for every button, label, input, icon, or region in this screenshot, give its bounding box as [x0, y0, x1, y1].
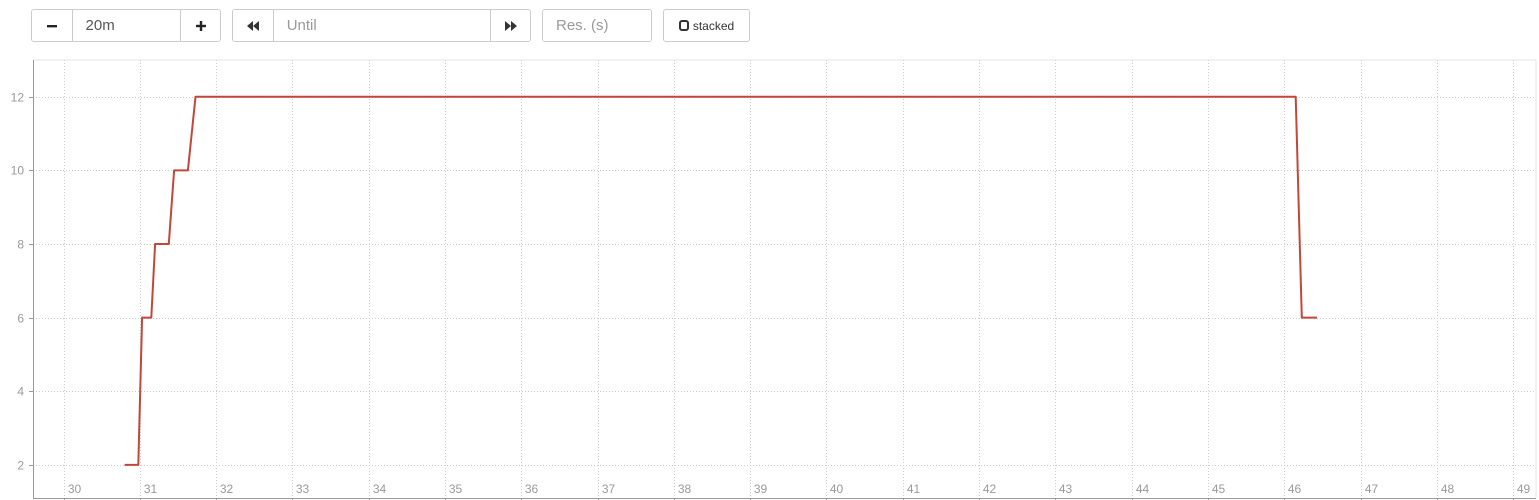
x-tick-label: 34: [373, 482, 387, 496]
x-tick-label: 47: [1365, 482, 1379, 496]
graph-area: 30 31 32 33 34 35 36 37 38 39 40 41 42 43 44 45 46 47 48 49…: [0, 55, 1539, 500]
y-tick-label: 4: [17, 385, 24, 399]
decrease-range-button[interactable]: [32, 10, 72, 41]
increase-range-button[interactable]: [180, 10, 220, 41]
x-tick-label: 45: [1212, 482, 1226, 496]
checkbox-icon: [678, 20, 689, 31]
x-tick-label: 43: [1059, 482, 1073, 496]
stacked-label: stacked: [692, 18, 735, 33]
x-tick-label: 48: [1441, 482, 1455, 496]
series-group: [124, 95, 1317, 466]
horizontal-gridlines: [33, 97, 1536, 466]
y-tick-label: 8: [17, 238, 24, 252]
line-chart: 30 31 32 33 34 35 36 37 38 39 40 41 42 43 44 45 46 47 48 49…: [11, 59, 1537, 500]
range-input[interactable]: 20m: [71, 10, 181, 41]
vertical-gridlines: [64, 60, 1514, 498]
x-tick-label: 39: [754, 482, 768, 496]
y-axis-ticks: 2 4 6 8 10 12: [11, 91, 33, 473]
stacked-control: stacked: [663, 9, 750, 42]
range-control: 20m: [31, 9, 221, 42]
time-back-button[interactable]: [233, 10, 273, 41]
fast-forward-icon: [504, 20, 517, 31]
x-tick-label: 37: [602, 482, 616, 496]
x-axis-ticks: 30 31 32 33 34 35 36 37 38 39 40 41 42 43 44 45 46 47 48 49: [64, 482, 1531, 500]
until-input[interactable]: Until: [272, 10, 491, 41]
axes: [33, 59, 1537, 499]
x-tick-label: 32: [220, 482, 234, 496]
stacked-toggle-button[interactable]: stacked: [664, 10, 749, 41]
x-tick-label: 33: [296, 482, 310, 496]
until-control: Until: [232, 9, 531, 42]
y-tick-label: 2: [17, 459, 24, 473]
x-tick-label: 30: [68, 482, 82, 496]
x-tick-label: 44: [1136, 482, 1150, 496]
x-tick-label: 40: [830, 482, 844, 496]
x-tick-label: 31: [144, 482, 158, 496]
x-tick-label: 49: [1517, 482, 1531, 496]
time-forward-button[interactable]: [490, 10, 530, 41]
y-tick-label: 10: [11, 164, 25, 178]
resolution-control: Res. (s): [542, 9, 652, 42]
y-tick-label: 6: [17, 312, 24, 326]
x-tick-label: 36: [525, 482, 539, 496]
plus-icon: [195, 20, 206, 31]
x-tick-label: 35: [449, 482, 463, 496]
rewind-icon: [246, 20, 259, 31]
series-line: [124, 95, 1317, 466]
x-tick-label: 38: [678, 482, 692, 496]
minus-icon: [46, 24, 57, 27]
x-tick-label: 46: [1288, 482, 1302, 496]
x-tick-label: 42: [983, 482, 997, 496]
x-tick-label: 41: [907, 482, 921, 496]
y-tick-label: 12: [11, 91, 25, 105]
resolution-input[interactable]: Res. (s): [543, 10, 651, 41]
